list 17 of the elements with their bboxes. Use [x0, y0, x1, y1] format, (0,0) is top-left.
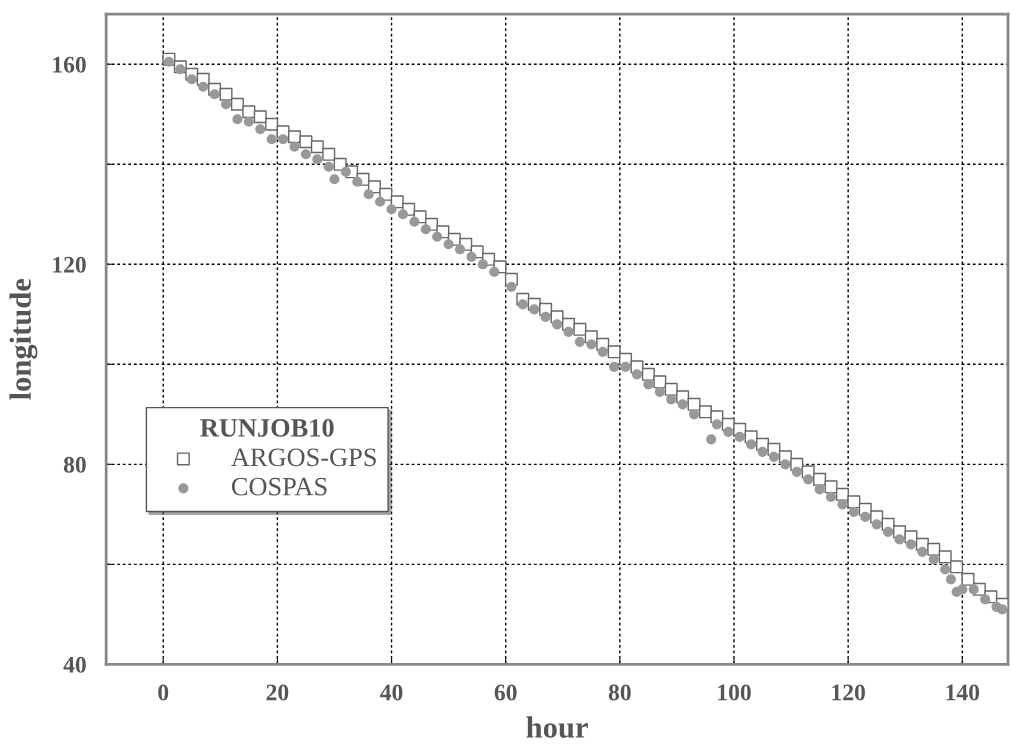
- x-tick-label: 60: [494, 684, 517, 701]
- x-tick-label: 80: [608, 684, 631, 701]
- x-tick-label: 100: [718, 684, 751, 701]
- x-tick-label: 20: [266, 684, 289, 701]
- y-tick-label: 80: [63, 456, 86, 473]
- legend-title: RUNJOB10: [200, 419, 334, 437]
- y-tick-label: 120: [53, 256, 86, 273]
- y-axis-title: longitude: [9, 278, 38, 400]
- y-tick-label: 160: [53, 56, 86, 73]
- legend-label: ARGOS-GPS: [231, 448, 376, 467]
- legend-label: COSPAS: [231, 477, 327, 496]
- x-tick-label: 0: [158, 684, 169, 701]
- x-tick-label: 120: [832, 684, 865, 701]
- x-tick-label: 40: [380, 684, 403, 701]
- x-axis-title: hour: [526, 716, 588, 738]
- y-tick-label: 40: [63, 656, 86, 673]
- x-tick-label: 140: [946, 684, 980, 701]
